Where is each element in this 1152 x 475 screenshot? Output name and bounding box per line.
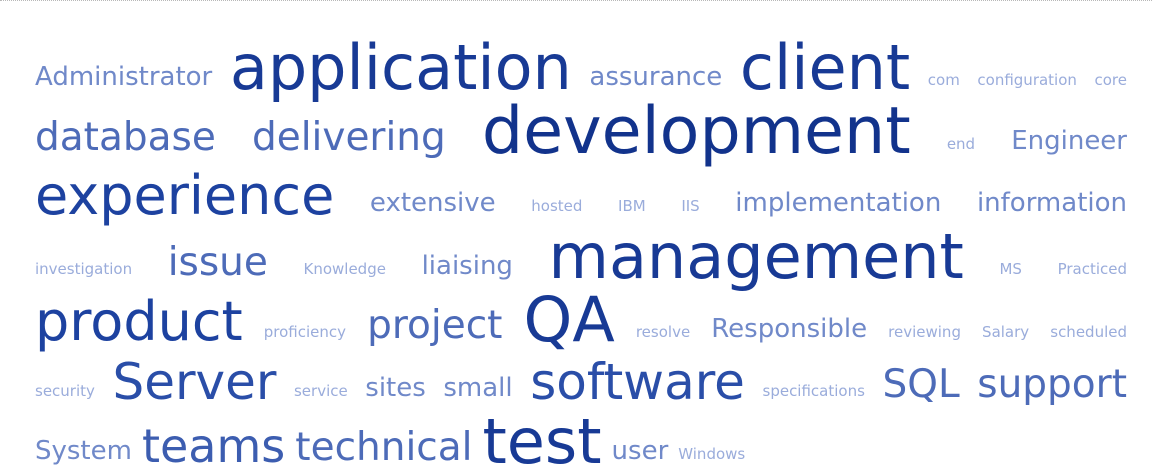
tag-com[interactable]: com xyxy=(927,70,960,89)
tag-application[interactable]: application xyxy=(229,30,572,104)
tag-iis[interactable]: IIS xyxy=(681,196,700,215)
tag-assurance[interactable]: assurance xyxy=(589,62,723,93)
tag-ms[interactable]: MS xyxy=(999,259,1022,278)
tag-reviewing[interactable]: reviewing xyxy=(888,322,961,341)
tag-project[interactable]: project xyxy=(367,303,503,349)
top-divider xyxy=(0,0,1152,1)
tag-ibm[interactable]: IBM xyxy=(618,196,646,215)
tag-client[interactable]: client xyxy=(739,30,911,104)
tag-teams[interactable]: teams xyxy=(141,419,286,474)
tag-delivering[interactable]: delivering xyxy=(251,115,446,161)
tag-resolve[interactable]: resolve xyxy=(635,322,691,341)
tag-issue[interactable]: issue xyxy=(167,240,268,286)
tag-product[interactable]: product xyxy=(35,289,243,353)
tag-database[interactable]: database xyxy=(35,115,216,161)
tag-support[interactable]: support xyxy=(977,362,1127,408)
tag-scheduled[interactable]: scheduled xyxy=(1050,322,1127,341)
tag-user[interactable]: user xyxy=(611,436,669,467)
tag-responsible[interactable]: Responsible xyxy=(711,314,868,345)
tag-specifications[interactable]: specifications xyxy=(762,381,865,400)
tag-implementation[interactable]: implementation xyxy=(735,188,942,219)
tag-administrator[interactable]: Administrator xyxy=(35,62,213,93)
tag-salary[interactable]: Salary xyxy=(982,322,1030,341)
tag-test[interactable]: test xyxy=(482,404,602,475)
tag-proficiency[interactable]: proficiency xyxy=(263,322,347,341)
tag-server[interactable]: Server xyxy=(112,353,277,411)
tag-hosted[interactable]: hosted xyxy=(531,196,583,215)
tag-development[interactable]: development xyxy=(481,93,911,169)
tag-experience[interactable]: experience xyxy=(35,163,335,227)
tag-information[interactable]: information xyxy=(976,188,1127,219)
tag-security[interactable]: security xyxy=(35,381,95,400)
tag-investigation[interactable]: investigation xyxy=(35,259,133,278)
tag-system[interactable]: System xyxy=(35,436,132,467)
tag-extensive[interactable]: extensive xyxy=(369,188,496,219)
tag-configuration[interactable]: configuration xyxy=(977,70,1077,89)
tag-small[interactable]: small xyxy=(443,373,513,404)
tag-sites[interactable]: sites xyxy=(365,373,426,404)
tag-management[interactable]: management xyxy=(548,219,964,293)
tag-practiced[interactable]: Practiced xyxy=(1057,259,1127,278)
tag-service[interactable]: service xyxy=(293,381,348,400)
tag-sql[interactable]: SQL xyxy=(882,362,960,408)
tag-end[interactable]: end xyxy=(946,134,976,153)
tag-windows[interactable]: Windows xyxy=(678,444,746,463)
tag-engineer[interactable]: Engineer xyxy=(1011,126,1127,157)
tag-qa[interactable]: QA xyxy=(523,282,615,356)
tag-technical[interactable]: technical xyxy=(295,425,473,471)
tag-knowledge[interactable]: Knowledge xyxy=(303,259,386,278)
tag-software[interactable]: software xyxy=(530,353,745,411)
tag-core[interactable]: core xyxy=(1094,70,1128,89)
tag-liaising[interactable]: liaising xyxy=(421,251,513,282)
